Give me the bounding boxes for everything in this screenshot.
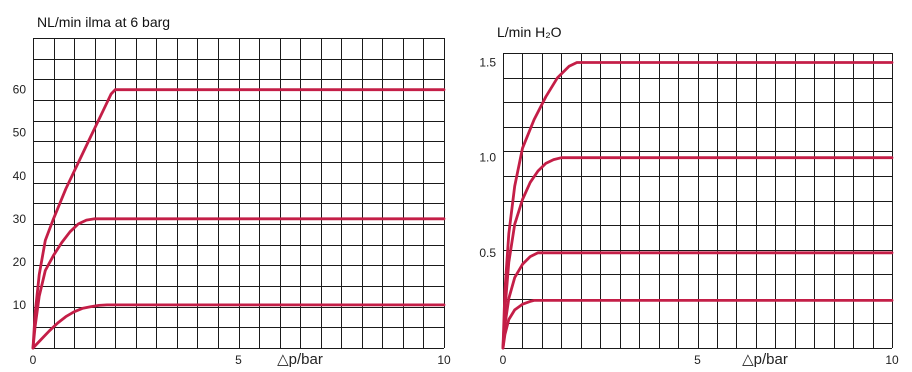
series-line-3 <box>31 303 446 350</box>
series-line-3 <box>501 251 894 350</box>
x-axis-label: △p/bar <box>742 351 788 368</box>
series-line-1 <box>501 61 894 350</box>
chart-1: NL/min ilma at 6 barg 10 20 30 40 50 60 0 5 10 △p/… <box>13 14 451 368</box>
chart-2: L/min H₂O 0.5 1.0 1.5 0 5 10 △p/bar <box>479 24 899 368</box>
chart-title: L/min H₂O <box>497 24 562 40</box>
y-tick-label: 1.5 <box>479 56 496 70</box>
x-axis-label: △p/bar <box>277 351 323 368</box>
y-tick-label: 50 <box>13 126 27 140</box>
x-tick-label: 10 <box>437 353 451 367</box>
series-line-1 <box>31 88 446 350</box>
x-tick-label: 0 <box>500 353 507 367</box>
y-tick-label: 20 <box>13 255 27 269</box>
grid <box>503 53 893 349</box>
y-tick-label: 30 <box>13 212 27 226</box>
y-tick-label: 1.0 <box>479 151 496 165</box>
y-tick-label: 10 <box>13 298 27 312</box>
series-line-4 <box>501 299 894 350</box>
series-line-2 <box>31 217 446 350</box>
series-line-2 <box>501 156 894 350</box>
y-tick-label: 60 <box>13 83 27 97</box>
y-tick-label: 40 <box>13 169 27 183</box>
y-tick-label: 0.5 <box>479 246 496 260</box>
x-tick-label: 10 <box>885 353 899 367</box>
x-tick-label: 5 <box>694 353 701 367</box>
chart-title: NL/min ilma at 6 barg <box>37 14 170 30</box>
x-tick-label: 5 <box>235 353 242 367</box>
x-tick-label: 0 <box>30 353 37 367</box>
grid <box>33 38 445 349</box>
